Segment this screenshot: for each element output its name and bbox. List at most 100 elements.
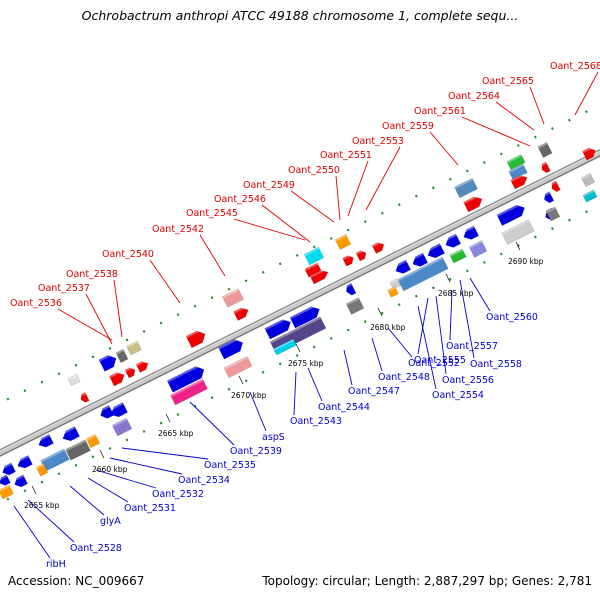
gene-label-bottom: Oant_2555 (414, 355, 466, 366)
label-leader-line (371, 337, 383, 372)
scale-tick-label: 2680 kbp (370, 323, 406, 332)
gene-feature (539, 161, 551, 174)
gene-label-bottom: Oant_2532 (152, 489, 204, 500)
label-leader-line (199, 234, 226, 277)
track-guide-line (0, 103, 600, 405)
gene-feature (468, 240, 488, 258)
gene-feature (170, 378, 208, 406)
gene-feature (334, 233, 352, 251)
gene-label-bottom: Oant_2554 (432, 390, 484, 401)
gene-feature (355, 248, 367, 262)
gene-feature (389, 278, 401, 290)
scale-tick-mark (295, 343, 301, 353)
gene-feature (115, 348, 129, 364)
gene-label-top: Oant_2537 (38, 283, 90, 294)
label-leader-line (57, 308, 113, 341)
gene-feature (453, 177, 479, 199)
gene-feature (223, 355, 253, 379)
gene-label-top: Oant_2553 (352, 136, 404, 147)
gene-feature (108, 402, 129, 418)
gene-feature (36, 433, 54, 448)
scale-tick-label: 2675 kbp (288, 359, 324, 368)
gene-feature (425, 243, 446, 259)
gene-feature (185, 328, 206, 349)
gene-label-top: Oant_2561 (414, 106, 466, 117)
label-leader-line (347, 160, 369, 217)
gene-label-bottom: Oant_2557 (446, 341, 498, 352)
gene-label-top: Oant_2565 (482, 76, 534, 87)
gene-feature (582, 189, 598, 203)
scale-tick-label: 2670 kbp (231, 391, 267, 400)
gene-feature (309, 267, 329, 285)
label-leader-line (417, 305, 437, 390)
gene-feature (449, 248, 467, 264)
label-leader-line (293, 371, 297, 416)
gene-feature (545, 206, 561, 222)
topology-summary: Topology: circular; Length: 2,887,297 bp… (262, 574, 592, 588)
gene-label-bottom: Oant_2560 (486, 312, 538, 323)
gene-label-bottom: Oant_2535 (204, 460, 256, 471)
gene-label-top: Oant_2568 (550, 61, 600, 72)
label-leader-line (27, 499, 75, 543)
gene-feature (461, 225, 480, 240)
scale-tick-mark (31, 485, 37, 495)
scale-tick-label: 2660 kbp (92, 465, 128, 474)
gene-feature (60, 426, 81, 442)
scale-tick-label: 2655 kbp (24, 501, 60, 510)
gene-feature (12, 474, 29, 488)
gene-label-top: Oant_2564 (448, 91, 500, 102)
gene-label-bottom: Oant_2556 (442, 375, 494, 386)
gene-feature (67, 373, 81, 387)
gene-label-bottom: Oant_2558 (470, 359, 522, 370)
label-leader-line (574, 71, 599, 116)
gene-feature (549, 180, 561, 193)
gene-label-top: Oant_2559 (382, 121, 434, 132)
gene-feature (397, 256, 449, 292)
label-leader-line (459, 279, 475, 359)
scale-tick-mark (377, 307, 383, 317)
gene-label-top: Oant_2551 (320, 150, 372, 161)
gene-label-bottom: Oant_2552 (408, 358, 460, 369)
gene-feature (85, 433, 101, 449)
gene-feature (125, 340, 143, 356)
gene-label-top: Oant_2538 (66, 269, 118, 280)
gene-feature (0, 484, 15, 500)
gene-label-bottom: Oant_2528 (70, 543, 122, 554)
gene-label-top: Oant_2536 (10, 298, 62, 309)
label-leader-line (113, 279, 123, 338)
gene-feature (496, 202, 525, 227)
gene-feature (289, 303, 320, 329)
gene-label-top: Oant_2546 (214, 194, 266, 205)
label-leader-line (233, 218, 306, 241)
label-leader-line (449, 289, 453, 341)
label-leader-line (469, 277, 491, 312)
label-leader-line (261, 204, 311, 243)
gene-feature (78, 392, 90, 403)
label-leader-line (149, 259, 181, 304)
gene-label-bottom: Oant_2544 (318, 402, 370, 413)
gene-label-top: Oant_2550 (288, 165, 340, 176)
gene-feature (15, 454, 33, 469)
label-leader-line (435, 295, 447, 375)
gene-feature (581, 145, 596, 161)
gene-label-bottom: Oant_2543 (290, 416, 342, 427)
gene-feature (221, 288, 245, 308)
label-leader-line (249, 391, 267, 432)
gene-feature (264, 316, 292, 340)
scale-tick-mark (445, 273, 451, 283)
scale-tick-mark (165, 413, 171, 423)
gene-feature (65, 439, 91, 461)
accession-text: Accession: NC_009667 (8, 574, 145, 588)
gene-feature (463, 194, 483, 213)
gene-feature (35, 463, 49, 477)
label-leader-line (69, 485, 105, 516)
gene-feature (371, 240, 385, 254)
scale-tick-label: 2690 kbp (508, 257, 544, 266)
gene-feature (345, 297, 365, 315)
gene-label-bottom: Oant_2531 (124, 503, 176, 514)
gene-feature (343, 282, 357, 296)
scale-tick-mark (238, 375, 244, 385)
gene-feature (108, 369, 125, 387)
gene-feature (0, 462, 17, 476)
label-leader-line (461, 116, 531, 147)
